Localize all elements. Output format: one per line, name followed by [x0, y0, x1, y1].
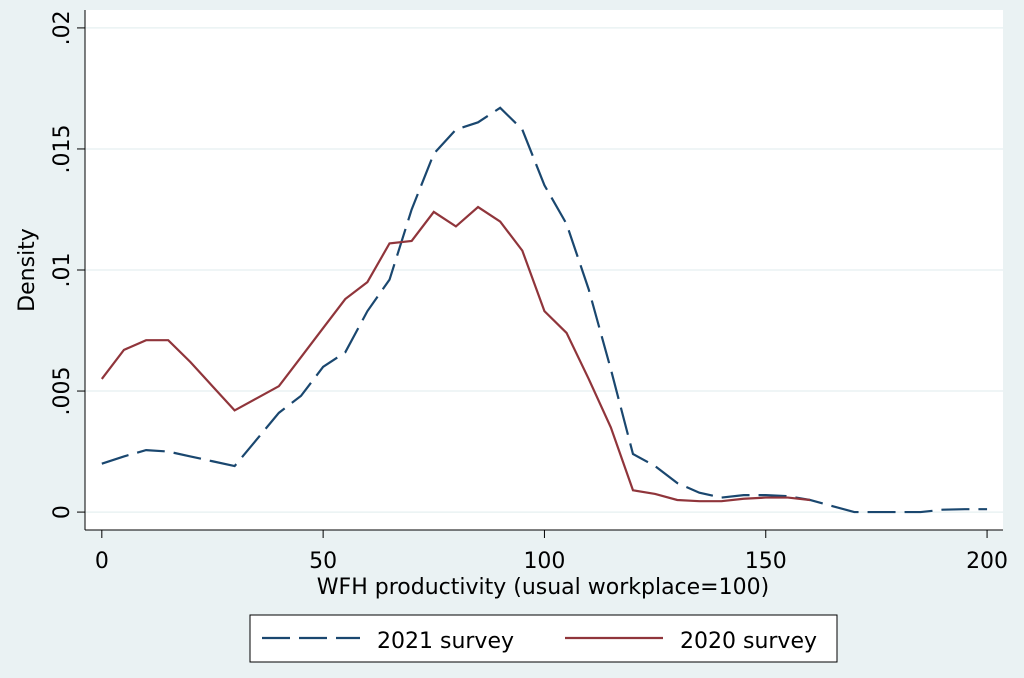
x-tick-label: 200 — [966, 549, 1008, 574]
y-axis-label: Density — [15, 228, 40, 312]
x-tick-label: 150 — [745, 549, 787, 574]
x-tick-label: 0 — [95, 549, 109, 574]
series-line — [100, 205, 811, 503]
x-tick-label: 100 — [523, 549, 565, 574]
legend-label: 2021 survey — [377, 629, 514, 654]
y-tick-label: .01 — [50, 253, 75, 288]
y-tick-label: .005 — [50, 367, 75, 416]
y-tick-label: .02 — [50, 10, 75, 45]
x-axis-label: WFH productivity (usual workplace=100) — [317, 575, 769, 600]
x-tick-label: 50 — [309, 549, 337, 574]
series-line — [101, 106, 988, 514]
legend: 2021 survey 2020 survey — [249, 614, 838, 663]
y-tick-label: .015 — [50, 124, 75, 173]
legend-label: 2020 survey — [680, 629, 817, 654]
y-tick-label: 0 — [50, 505, 75, 519]
